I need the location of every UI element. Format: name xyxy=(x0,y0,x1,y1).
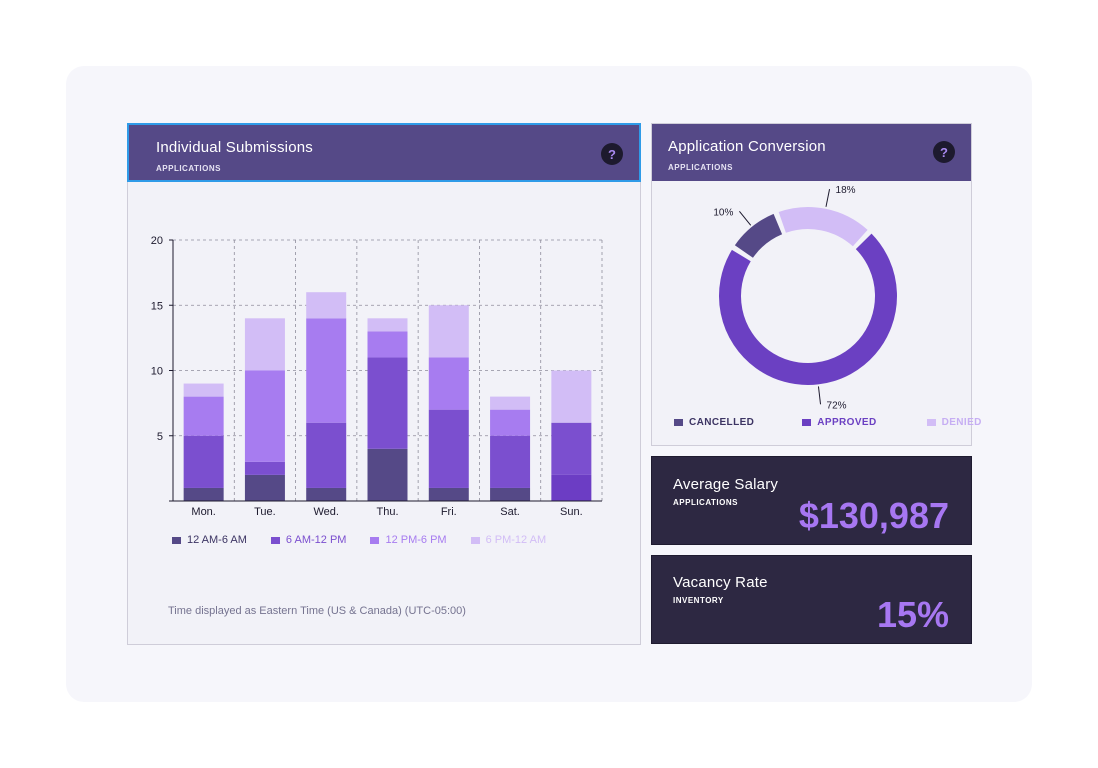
legend-label: DENIED xyxy=(941,417,982,428)
donut-label-denied: 18% xyxy=(836,185,856,196)
legend-item-approved[interactable]: APPROVED xyxy=(802,417,876,428)
bar-segment-mon-12-pm-6-pm[interactable] xyxy=(183,396,224,436)
conversion-legend: CANCELLED APPROVED DENIED xyxy=(674,417,982,428)
y-tick-label: 10 xyxy=(151,366,163,378)
bar-segment-sun-6-pm-12-am[interactable] xyxy=(551,370,592,423)
conversion-panel: Application Conversion APPLICATIONS ? 10… xyxy=(651,123,981,446)
bar-segment-sat-12-pm-6-pm[interactable] xyxy=(490,409,531,436)
conversion-title: Application Conversion xyxy=(668,138,826,155)
bar-segment-wed-6-pm-12-am[interactable] xyxy=(306,292,347,319)
donut-label-approved: 72% xyxy=(827,400,847,411)
x-tick-label: Mon. xyxy=(191,506,215,518)
donut-slice-cancelled[interactable] xyxy=(734,213,783,259)
legend-swatch xyxy=(802,419,812,426)
legend-label: 12 PM-6 PM xyxy=(385,534,447,546)
legend-item-12-am-6-am[interactable]: 12 AM-6 AM xyxy=(172,534,247,546)
vacancy-value: 15% xyxy=(876,594,949,635)
bar-segment-wed-12-am-6-am[interactable] xyxy=(306,487,347,501)
bar-segment-thu-6-am-12-pm[interactable] xyxy=(367,357,408,449)
legend-swatch xyxy=(270,536,280,544)
y-tick-label: 15 xyxy=(151,300,163,312)
chart-grid xyxy=(173,239,603,501)
bar-segment-wed-6-am-12-pm[interactable] xyxy=(306,422,347,488)
submissions-bar-chart: Mon. Tue. Wed. Thu. Fri. Sat. Sun. 5 10 15 20 xyxy=(151,235,603,518)
bar-segment-fri-6-am-12-pm[interactable] xyxy=(428,409,469,488)
legend-item-12-pm-6-pm[interactable]: 12 PM-6 PM xyxy=(370,534,447,546)
bar-segment-sun-6-am-12-pm-lower[interactable] xyxy=(551,474,592,501)
bar-segment-wed-12-pm-6-pm[interactable] xyxy=(306,318,347,423)
legend-swatch xyxy=(470,536,480,544)
submissions-legend: 12 AM-6 AM 6 AM-12 PM 12 PM-6 PM 6 PM-12 AM xyxy=(172,534,570,546)
x-tick-label: Sat. xyxy=(500,506,520,518)
vacancy-subtitle: INVENTORY xyxy=(673,596,724,605)
conversion-subtitle: APPLICATIONS xyxy=(668,163,733,172)
submissions-title: Individual Submissions xyxy=(156,139,313,156)
legend-swatch xyxy=(172,536,181,544)
donut-slice-denied[interactable] xyxy=(778,207,868,247)
donut-leader-line xyxy=(739,210,752,226)
bar-segment-sat-6-am-12-pm[interactable] xyxy=(490,435,531,488)
conversion-donut-chart: 10% 18% 72% xyxy=(713,185,897,411)
bar-segment-thu-12-pm-6-pm[interactable] xyxy=(367,331,408,358)
timezone-footnote: Time displayed as Eastern Time (US & Can… xyxy=(168,605,466,617)
legend-label: 12 AM-6 AM xyxy=(187,534,247,546)
help-icon[interactable]: ? xyxy=(933,141,955,163)
bar-segment-sat-12-am-6-am[interactable] xyxy=(490,487,531,501)
bar-segment-tue-12-am-6-am[interactable] xyxy=(244,474,285,501)
y-tick-label: 5 xyxy=(157,431,163,443)
x-tick-label: Thu. xyxy=(376,506,398,518)
submissions-panel: Individual Submissions APPLICATIONS ? Mo… xyxy=(127,123,641,645)
x-tick-label: Sun. xyxy=(560,506,583,518)
donut-label-cancelled: 10% xyxy=(713,207,733,218)
salary-title: Average Salary xyxy=(673,476,779,493)
bar-segment-tue-6-am-12-pm[interactable] xyxy=(244,461,285,475)
salary-subtitle: APPLICATIONS xyxy=(673,498,738,507)
vacancy-title: Vacancy Rate xyxy=(673,574,768,591)
legend-label: CANCELLED xyxy=(689,417,755,428)
legend-item-6-pm-12-am[interactable]: 6 PM-12 AM xyxy=(470,534,547,546)
y-tick-label: 20 xyxy=(151,235,163,247)
submissions-header: Individual Submissions APPLICATIONS ? xyxy=(127,123,641,182)
x-tick-label: Wed. xyxy=(313,506,338,518)
bar-segment-fri-12-pm-6-pm[interactable] xyxy=(428,357,469,410)
conversion-header: Application Conversion APPLICATIONS ? xyxy=(652,124,971,181)
bar-segment-fri-12-am-6-am[interactable] xyxy=(428,487,469,501)
bar-segment-mon-12-am-6-am[interactable] xyxy=(183,487,224,501)
bar-segment-sat-6-pm-12-am[interactable] xyxy=(490,396,531,410)
legend-swatch xyxy=(370,536,380,544)
legend-swatch xyxy=(674,419,683,426)
x-tick-label: Tue. xyxy=(254,506,276,518)
donut-slice-approved[interactable] xyxy=(719,233,897,385)
legend-swatch xyxy=(926,419,936,426)
donut-leader-line xyxy=(825,189,831,207)
bar-segment-thu-6-pm-12-am[interactable] xyxy=(367,318,408,332)
bar-segment-mon-6-pm-12-am[interactable] xyxy=(183,383,224,397)
legend-item-denied[interactable]: DENIED xyxy=(926,417,982,428)
bar-segment-sun-6-am-12-pm[interactable] xyxy=(551,422,592,475)
legend-label: 6 PM-12 AM xyxy=(485,534,547,546)
bar-segment-mon-6-am-12-pm[interactable] xyxy=(183,435,224,488)
donut-leader-line xyxy=(817,386,822,405)
x-tick-label: Fri. xyxy=(441,506,457,518)
average-salary-card: Average Salary APPLICATIONS $130,987 xyxy=(651,456,972,545)
legend-label: APPROVED xyxy=(817,417,877,428)
bar-segment-tue-6-pm-12-am[interactable] xyxy=(244,318,285,371)
legend-item-cancelled[interactable]: CANCELLED xyxy=(674,417,754,428)
legend-label: 6 AM-12 PM xyxy=(285,534,347,546)
bar-segment-thu-12-am-6-am[interactable] xyxy=(367,448,408,501)
vacancy-rate-card: Vacancy Rate INVENTORY 15% xyxy=(651,555,972,644)
bars xyxy=(183,292,592,501)
bar-segment-fri-6-pm-12-am[interactable] xyxy=(428,305,469,358)
legend-item-6-am-12-pm[interactable]: 6 AM-12 PM xyxy=(270,534,347,546)
salary-value: $130,987 xyxy=(798,495,949,536)
bar-segment-tue-12-pm-6-pm[interactable] xyxy=(244,370,285,462)
help-icon[interactable]: ? xyxy=(601,143,623,165)
submissions-subtitle: APPLICATIONS xyxy=(156,164,221,173)
